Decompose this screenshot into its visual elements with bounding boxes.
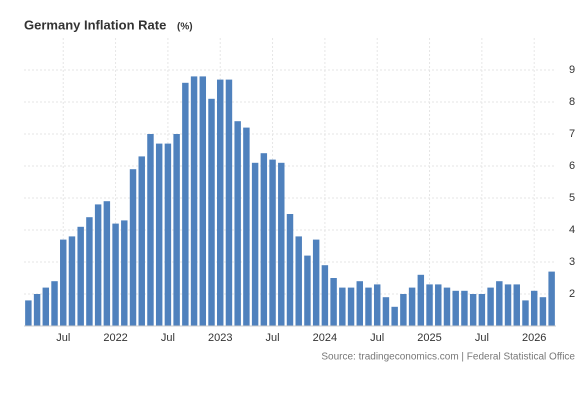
bar (260, 153, 268, 326)
bar (190, 76, 198, 327)
bar (51, 281, 58, 326)
bar (452, 290, 459, 326)
y-tick-label: 6 (569, 160, 575, 172)
bar (443, 287, 451, 326)
bar (155, 143, 163, 326)
bar (539, 297, 547, 326)
y-tick-label: 2 (569, 288, 575, 300)
bar (417, 274, 425, 326)
bar (217, 79, 224, 326)
bar (243, 127, 250, 326)
bar (251, 162, 259, 326)
bar (182, 82, 189, 326)
bar (103, 201, 111, 326)
bar (391, 306, 398, 326)
y-tick-label: 9 (569, 64, 575, 76)
y-tick-label: 8 (569, 96, 575, 108)
bar (530, 290, 538, 326)
x-tick-label: 2023 (208, 332, 232, 344)
bar (138, 156, 145, 326)
bar (504, 284, 512, 326)
bar (478, 294, 486, 326)
bar (199, 76, 207, 327)
x-tick-label: 2026 (522, 332, 546, 344)
bar (522, 300, 529, 326)
bar (164, 143, 172, 326)
bar (461, 290, 468, 326)
y-tick-label: 5 (569, 192, 575, 204)
bar (208, 98, 215, 326)
bar (373, 284, 381, 326)
bar (339, 287, 346, 326)
bar (121, 220, 128, 326)
chart-unit: (%) (177, 22, 193, 33)
bar (94, 204, 102, 326)
bar (269, 159, 276, 326)
bar (33, 294, 41, 326)
bar (312, 239, 320, 326)
bar (330, 278, 337, 326)
bar (225, 79, 233, 326)
source: Source: tradingeconomics.com | Federal S… (321, 352, 575, 363)
bar (513, 284, 520, 326)
bar (77, 226, 84, 326)
chart-title: Germany Inflation Rate (24, 17, 166, 32)
bar (278, 162, 285, 326)
bar (408, 287, 416, 326)
y-tick-label: 4 (569, 224, 575, 236)
bar (382, 297, 390, 326)
bar (112, 223, 119, 326)
y-tick-label: 7 (569, 128, 575, 140)
bar (496, 281, 503, 326)
x-tick-label: 2025 (417, 332, 441, 344)
bar (356, 281, 363, 326)
bar (365, 287, 372, 326)
x-tick-label: Jul (266, 332, 280, 344)
bar (286, 214, 294, 326)
bar (400, 294, 407, 326)
bar (234, 121, 241, 326)
x-tick-label: Jul (475, 332, 489, 344)
bar (129, 169, 137, 326)
bar (426, 284, 433, 326)
bar (304, 255, 311, 326)
x-tick-label: Jul (370, 332, 384, 344)
y-tick-label: 3 (569, 256, 575, 268)
bar (25, 300, 32, 326)
bar (42, 287, 50, 326)
bar (435, 284, 442, 326)
bar (147, 134, 154, 326)
bar (321, 265, 329, 326)
bar (173, 134, 180, 326)
x-tick-label: Jul (161, 332, 175, 344)
bar (469, 294, 477, 326)
x-tick-label: 2022 (103, 332, 127, 344)
x-tick-label: 2024 (313, 332, 337, 344)
bar (295, 236, 302, 326)
x-tick-label: Jul (56, 332, 70, 344)
bar (68, 236, 76, 326)
bar (347, 287, 355, 326)
bar (86, 217, 93, 326)
bar (548, 271, 555, 326)
bar (60, 239, 67, 326)
bar (487, 287, 494, 326)
